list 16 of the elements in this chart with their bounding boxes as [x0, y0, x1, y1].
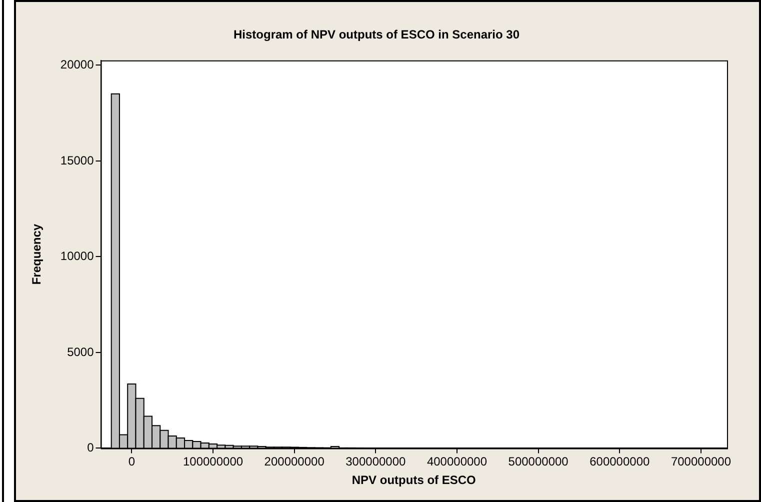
x-tick-label: 500000000 [508, 454, 569, 469]
y-tick-label: 0 [87, 440, 94, 455]
y-tick-label: 5000 [67, 344, 94, 359]
chart-title: Histogram of NPV outputs of ESCO in Scenario 30 [233, 28, 520, 42]
x-tick-label: 700000000 [670, 454, 732, 469]
x-tick-label: 0 [128, 454, 136, 469]
x-tick-label: 600000000 [590, 454, 650, 469]
y-tick-label: 10000 [60, 249, 94, 264]
x-tick-label: 200000000 [264, 454, 325, 469]
y-tick-label: 15000 [60, 153, 94, 168]
y-tick-label: 20000 [60, 58, 94, 72]
x-axis-title: NPV outputs of ESCO [352, 473, 476, 488]
x-tick-label: 300000000 [346, 454, 406, 469]
x-tick-label: 400000000 [426, 454, 488, 469]
y-axis-title: Frequency [30, 224, 44, 285]
x-tick-label: 100000000 [182, 454, 244, 469]
